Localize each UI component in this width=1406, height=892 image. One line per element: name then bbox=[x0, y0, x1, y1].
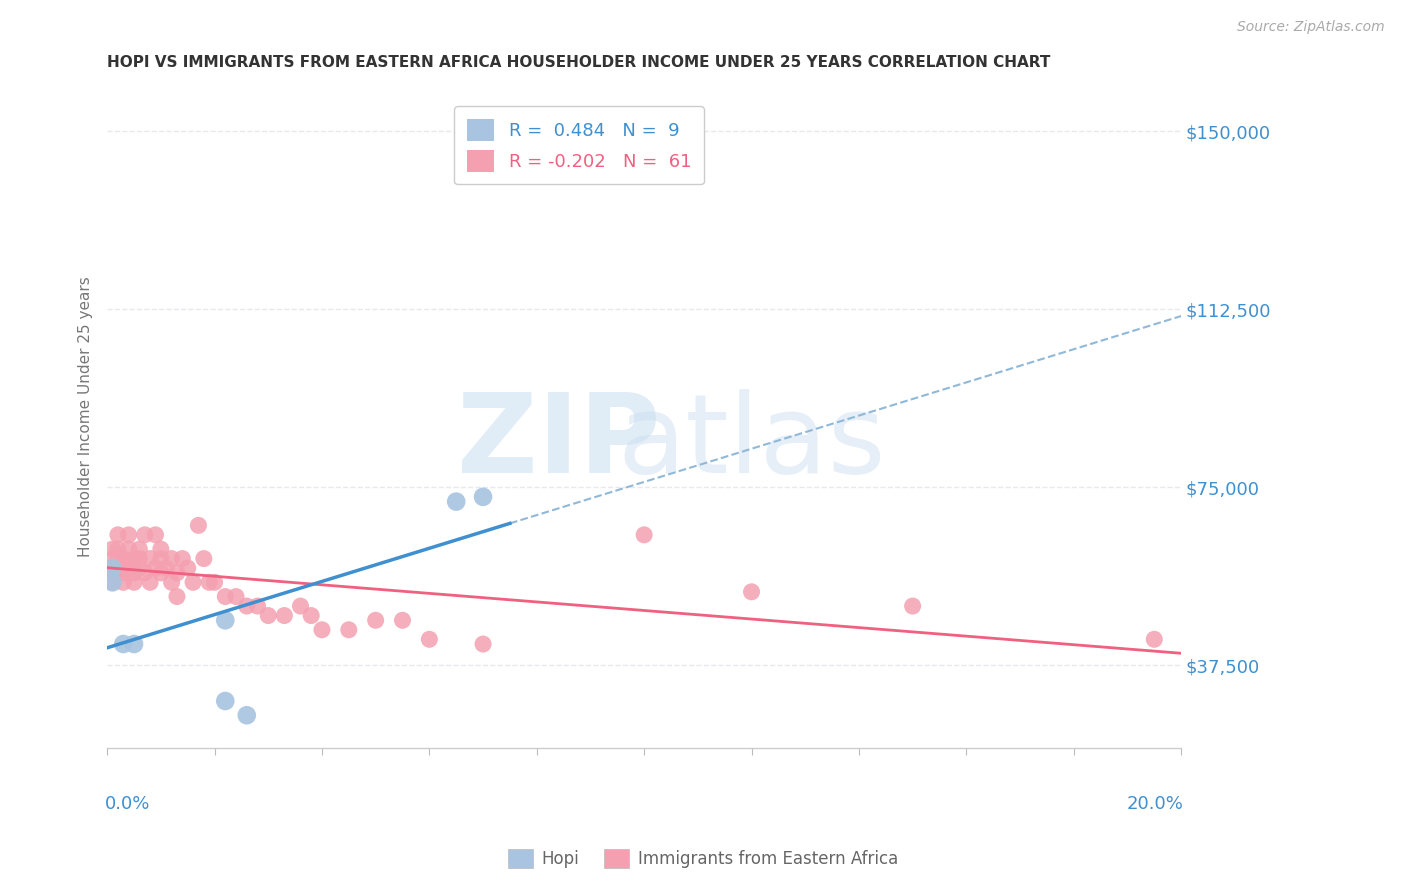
Point bbox=[311, 623, 333, 637]
Point bbox=[101, 551, 124, 566]
Point bbox=[145, 561, 167, 575]
Y-axis label: Householder Income Under 25 years: Householder Income Under 25 years bbox=[79, 276, 93, 557]
Text: atlas: atlas bbox=[617, 389, 886, 496]
Point bbox=[299, 608, 322, 623]
Point bbox=[101, 575, 124, 590]
Point bbox=[418, 632, 440, 647]
Point bbox=[101, 561, 124, 575]
Point bbox=[172, 551, 194, 566]
Point bbox=[134, 528, 156, 542]
Point bbox=[160, 551, 183, 566]
Point bbox=[117, 542, 139, 557]
Point bbox=[128, 542, 150, 557]
Point bbox=[187, 518, 209, 533]
Point bbox=[290, 599, 312, 613]
Point bbox=[198, 575, 221, 590]
Text: Source: ZipAtlas.com: Source: ZipAtlas.com bbox=[1237, 20, 1385, 34]
Point bbox=[155, 561, 177, 575]
Point bbox=[337, 623, 360, 637]
Point bbox=[177, 561, 200, 575]
Point bbox=[117, 528, 139, 542]
Point bbox=[472, 637, 495, 651]
Point bbox=[246, 599, 269, 613]
Point bbox=[160, 575, 183, 590]
Point bbox=[101, 542, 124, 557]
Point bbox=[112, 637, 135, 651]
Point bbox=[214, 590, 236, 604]
Point bbox=[741, 584, 763, 599]
Point bbox=[149, 542, 172, 557]
Point bbox=[145, 528, 167, 542]
Point bbox=[472, 490, 495, 504]
Point bbox=[214, 613, 236, 627]
Point bbox=[391, 613, 413, 627]
Point bbox=[112, 566, 135, 580]
Point bbox=[122, 551, 145, 566]
Point bbox=[364, 613, 387, 627]
Point bbox=[128, 561, 150, 575]
Point bbox=[117, 561, 139, 575]
Legend: R =  0.484   N =  9, R = -0.202   N =  61: R = 0.484 N = 9, R = -0.202 N = 61 bbox=[454, 106, 704, 185]
Point bbox=[139, 575, 162, 590]
Point bbox=[633, 528, 655, 542]
Point bbox=[204, 575, 226, 590]
Point bbox=[273, 608, 295, 623]
Point bbox=[107, 551, 129, 566]
Point bbox=[112, 551, 135, 566]
Point bbox=[112, 561, 135, 575]
Point bbox=[214, 694, 236, 708]
Point bbox=[101, 575, 124, 590]
Point bbox=[901, 599, 924, 613]
Point bbox=[193, 551, 215, 566]
Legend: Hopi, Immigrants from Eastern Africa: Hopi, Immigrants from Eastern Africa bbox=[502, 843, 904, 875]
Point bbox=[149, 551, 172, 566]
Point bbox=[122, 637, 145, 651]
Point bbox=[166, 566, 188, 580]
Point bbox=[122, 566, 145, 580]
Point bbox=[128, 551, 150, 566]
Point bbox=[149, 566, 172, 580]
Point bbox=[101, 566, 124, 580]
Point bbox=[236, 599, 259, 613]
Point bbox=[225, 590, 247, 604]
Point bbox=[257, 608, 280, 623]
Point bbox=[1143, 632, 1166, 647]
Point bbox=[139, 551, 162, 566]
Point bbox=[101, 561, 124, 575]
Text: 20.0%: 20.0% bbox=[1126, 795, 1184, 813]
Point bbox=[166, 590, 188, 604]
Point bbox=[122, 575, 145, 590]
Point bbox=[112, 575, 135, 590]
Point bbox=[134, 566, 156, 580]
Text: HOPI VS IMMIGRANTS FROM EASTERN AFRICA HOUSEHOLDER INCOME UNDER 25 YEARS CORRELA: HOPI VS IMMIGRANTS FROM EASTERN AFRICA H… bbox=[107, 55, 1050, 70]
Point bbox=[181, 575, 204, 590]
Point bbox=[444, 494, 467, 508]
Text: ZIP: ZIP bbox=[457, 389, 659, 496]
Point bbox=[107, 566, 129, 580]
Point bbox=[107, 528, 129, 542]
Text: 0.0%: 0.0% bbox=[105, 795, 150, 813]
Point bbox=[236, 708, 259, 723]
Point bbox=[107, 542, 129, 557]
